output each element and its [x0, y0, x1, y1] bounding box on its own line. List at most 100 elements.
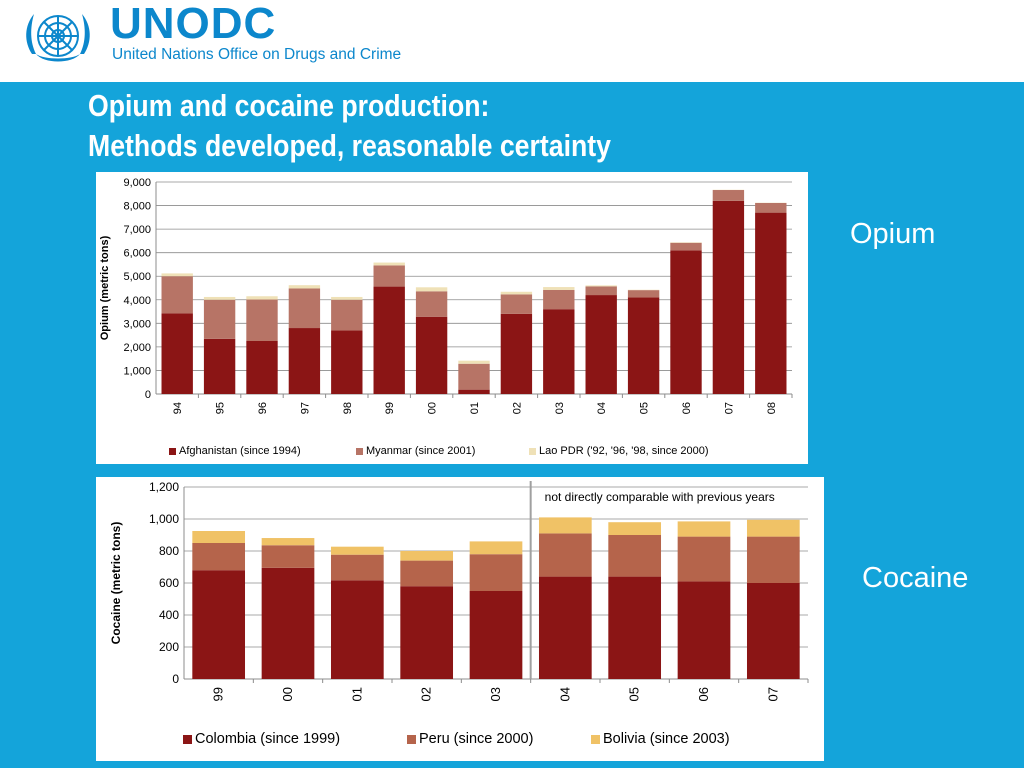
bar-segment	[712, 190, 745, 201]
annotation-text: not directly comparable with previous ye…	[545, 490, 775, 504]
y-tick-label: 1,200	[149, 480, 179, 494]
x-tick-label: 08	[766, 402, 778, 414]
bar-segment	[677, 521, 731, 537]
legend-label: Bolivia (since 2003)	[603, 731, 730, 747]
bar-segment	[415, 287, 448, 292]
cocaine-chart-panel: 0 200 400 600 800 1,000 1,200 Cocaine (metric t…	[96, 477, 824, 761]
bar-segment	[330, 546, 384, 555]
opium-chart-panel: 0 1,000 2,000 3,000 4,000 5,000 6,000 7,000 8,00…	[96, 172, 808, 464]
legend-label: Peru (since 2000)	[419, 731, 533, 747]
bar-segment	[543, 309, 575, 394]
y-tick-label: 4,000	[123, 295, 151, 307]
bar-segment	[543, 287, 575, 290]
y-tick-label: 3,000	[123, 318, 151, 330]
bar-segment	[755, 202, 787, 213]
x-tick-label: 98	[342, 402, 354, 414]
y-tick-label: 800	[159, 544, 179, 558]
legend-label: Colombia (since 1999)	[195, 731, 340, 747]
bar-segment	[288, 285, 321, 289]
bar-segment	[538, 576, 592, 679]
bar-segment	[746, 583, 800, 679]
y-tick-label: 7,000	[123, 224, 151, 236]
legend-label: Lao PDR ('92, '96, '98, since 2000)	[539, 445, 709, 457]
bar-segment	[192, 543, 246, 571]
bar-segment	[585, 286, 617, 296]
x-tick-label: 07	[723, 402, 735, 414]
x-tick-label: 99	[211, 687, 226, 701]
bar-segment	[746, 519, 800, 537]
legend-swatch	[183, 735, 192, 744]
bar-segment	[331, 330, 363, 394]
slide-title-line-1: Opium and cocaine production:	[88, 88, 490, 123]
x-tick-label: 96	[257, 402, 269, 414]
bar-segment	[415, 316, 448, 394]
bar-segment	[161, 273, 193, 277]
y-tick-label: 400	[159, 608, 179, 622]
bar-segment	[500, 291, 533, 295]
bar-segment	[246, 299, 278, 341]
y-tick-label: 1,000	[123, 365, 151, 377]
x-tick-label: 94	[172, 402, 184, 414]
x-tick-label: 03	[554, 402, 566, 414]
x-tick-label: 06	[696, 687, 711, 701]
y-tick-label: 0	[172, 672, 179, 686]
bar-segment	[203, 296, 236, 300]
bar-segment	[712, 200, 745, 394]
x-tick-label: 02	[511, 402, 523, 414]
bar-segment	[373, 262, 405, 266]
bar-segment	[261, 538, 315, 546]
x-tick-label: 07	[765, 687, 780, 701]
x-tick-label: 95	[215, 402, 227, 414]
y-tick-label: 200	[159, 640, 179, 654]
bar-segment	[585, 295, 617, 394]
y-tick-label: 6,000	[123, 248, 151, 260]
bar-segment	[458, 363, 490, 390]
y-tick-label: 5,000	[123, 271, 151, 283]
bar-segment	[608, 576, 662, 679]
bar-segment	[500, 294, 533, 314]
y-tick-label: 600	[159, 576, 179, 590]
legend-label: Myanmar (since 2001)	[366, 445, 475, 457]
x-tick-label: 04	[557, 687, 572, 701]
bar-segment	[246, 341, 278, 394]
slide-title-line-2: Methods developed, reasonable certainty	[88, 128, 611, 163]
legend-swatch	[169, 448, 176, 455]
x-tick-label: 00	[280, 687, 295, 701]
y-tick-label: 8,000	[123, 201, 151, 213]
bar-segment	[330, 554, 384, 581]
opium-chart: 0 1,000 2,000 3,000 4,000 5,000 6,000 7,000 8,00…	[99, 177, 793, 457]
bar-segment	[192, 570, 246, 679]
bar-segment	[627, 297, 660, 394]
bar-segment	[670, 250, 702, 394]
opium-label: Opium	[850, 218, 936, 250]
bar-segment	[192, 531, 246, 543]
legend-swatch	[529, 448, 536, 455]
bar-segment	[538, 517, 592, 534]
bar-segment	[373, 265, 405, 287]
x-tick-label: 97	[299, 402, 311, 414]
cocaine-label: Cocaine	[862, 562, 969, 594]
bar-segment	[261, 545, 315, 568]
bar-segment	[203, 338, 236, 394]
bar-segment	[330, 580, 384, 679]
bar-segment	[608, 522, 662, 535]
y-tick-label: 1,000	[149, 512, 179, 526]
x-tick-label: 02	[419, 687, 434, 701]
bar-segment	[677, 581, 731, 679]
bar-segment	[161, 313, 193, 394]
y-tick-label: 0	[145, 389, 151, 401]
x-tick-label: 04	[596, 402, 608, 414]
legend-swatch	[356, 448, 363, 455]
bar-segment	[538, 533, 592, 577]
bar-segment	[373, 286, 405, 394]
bar-segment	[469, 554, 523, 591]
bar-segment	[500, 313, 533, 394]
bar-segment	[585, 285, 617, 287]
bar-segment	[543, 289, 575, 310]
bar-segment	[469, 591, 523, 679]
header-bar: UNODC United Nations Office on Drugs and…	[0, 0, 1024, 82]
x-tick-label: 01	[469, 402, 481, 414]
y-tick-label: 9,000	[123, 177, 151, 189]
legend-swatch	[407, 735, 416, 744]
